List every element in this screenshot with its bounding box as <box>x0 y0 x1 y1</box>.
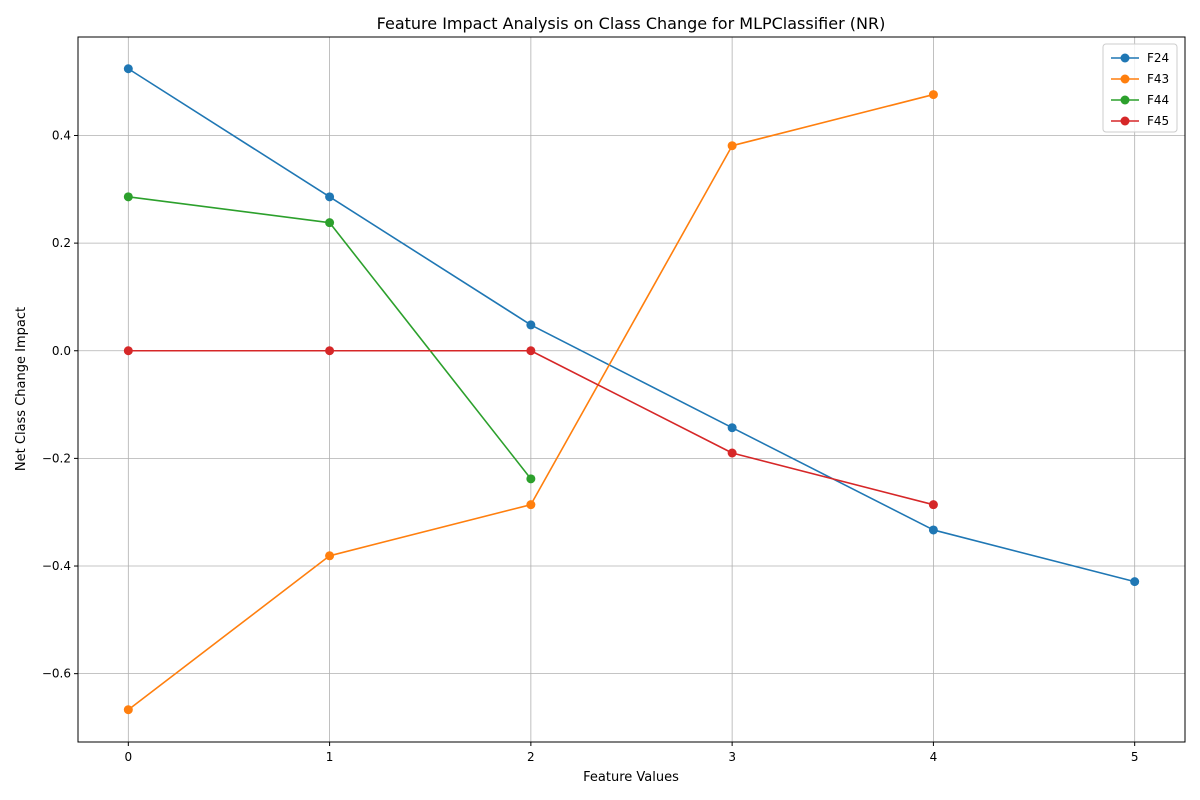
data-point-f45 <box>123 346 133 356</box>
x-axis-label: Feature Values <box>583 770 679 785</box>
x-tick-label: 1 <box>326 750 334 764</box>
legend-marker-f24 <box>1120 53 1130 63</box>
data-point-f43 <box>727 141 737 151</box>
legend-box <box>1102 43 1178 133</box>
data-point-f43 <box>928 90 938 100</box>
legend-label-f44: F44 <box>1147 93 1169 107</box>
data-point-f24 <box>123 64 133 74</box>
y-axis-ticks: −0.6 −0.4 −0.2 0.0 0.2 0.4 <box>42 128 78 681</box>
legend-marker-f45 <box>1120 116 1130 126</box>
data-point-f44 <box>526 474 536 484</box>
y-tick-label: 0.0 <box>52 344 71 358</box>
series-points <box>123 64 1140 715</box>
data-point-f43 <box>526 500 536 510</box>
y-tick-label: −0.2 <box>42 451 71 465</box>
data-point-f45 <box>526 346 536 356</box>
x-tick-label: 2 <box>527 750 535 764</box>
grid <box>78 37 1185 742</box>
data-point-f44 <box>123 192 133 202</box>
chart-title: Feature Impact Analysis on Class Change … <box>377 14 886 33</box>
data-point-f45 <box>325 346 335 356</box>
data-point-f43 <box>123 705 133 715</box>
legend-marker-f44 <box>1120 95 1130 105</box>
legend-label-f43: F43 <box>1147 72 1169 86</box>
plot-frame <box>77 36 1186 743</box>
legend: F24 F43 F44 F45 <box>1102 43 1178 133</box>
x-tick-label: 4 <box>930 750 938 764</box>
data-point-f45 <box>928 500 938 510</box>
series-lines <box>127 68 1135 711</box>
legend-label-f45: F45 <box>1147 114 1169 128</box>
legend-marker-f43 <box>1120 74 1130 84</box>
data-point-f24 <box>1130 577 1140 587</box>
y-axis-label: Net Class Change Impact <box>14 307 29 471</box>
x-axis-ticks: 0 1 2 3 4 5 <box>124 742 1139 764</box>
data-point-f45 <box>727 448 737 458</box>
series-line-f24 <box>127 68 1135 583</box>
x-tick-label: 0 <box>124 750 132 764</box>
data-point-f24 <box>526 320 536 330</box>
data-point-f44 <box>325 218 335 228</box>
y-tick-label: −0.6 <box>42 667 71 681</box>
x-tick-label: 3 <box>728 750 736 764</box>
data-point-f24 <box>325 192 335 202</box>
data-point-f43 <box>325 551 335 561</box>
y-tick-label: 0.2 <box>52 236 71 250</box>
x-tick-label: 5 <box>1131 750 1139 764</box>
data-point-f24 <box>928 525 938 535</box>
y-tick-label: −0.4 <box>42 559 71 573</box>
data-point-f24 <box>727 423 737 433</box>
y-tick-label: 0.4 <box>52 128 71 142</box>
legend-label-f24: F24 <box>1147 51 1169 65</box>
